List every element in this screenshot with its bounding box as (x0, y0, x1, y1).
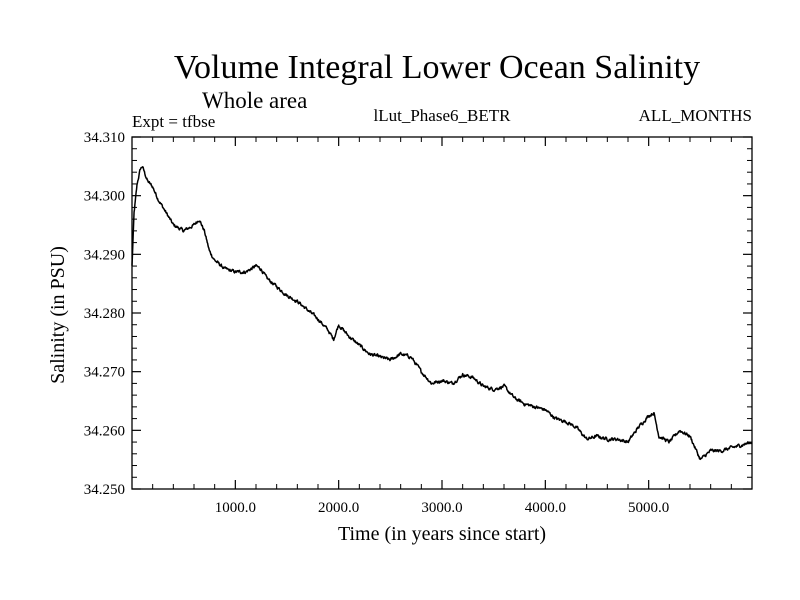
x-tick-label: 5000.0 (628, 500, 669, 516)
y-tick-labels: 34.250 34.260 34.270 34.280 34.290 34.300 34.3… (84, 130, 125, 498)
y-tick-label: 34.280 (84, 306, 125, 322)
months-label: ALL_MONTHS (639, 106, 752, 125)
y-tick-label: 34.310 (84, 130, 125, 146)
series-line (131, 166, 753, 461)
y-tick-label: 34.300 (84, 189, 125, 205)
x-tick-label: 1000.0 (215, 500, 256, 516)
x-tick-label: 2000.0 (318, 500, 359, 516)
experiment-label: Expt = tfbse (132, 112, 215, 131)
y-tick-label: 34.260 (84, 423, 125, 439)
y-tick-label: 34.250 (84, 482, 125, 498)
tick-marks (132, 136, 752, 490)
run-name-label: lLut_Phase6_BETR (374, 106, 512, 125)
x-tick-label: 3000.0 (421, 500, 462, 516)
chart-title: Volume Integral Lower Ocean Salinity (174, 49, 700, 86)
y-axis-title: Salinity (in PSU) (47, 246, 69, 384)
x-tick-labels: 1000.0 2000.0 3000.0 4000.0 5000.0 (215, 500, 670, 516)
y-tick-label: 34.290 (84, 247, 125, 263)
series-layer (131, 166, 753, 461)
y-tick-label: 34.270 (84, 365, 125, 381)
chart-subtitle: Whole area (202, 88, 307, 113)
x-tick-label: 4000.0 (525, 500, 566, 516)
x-axis-title: Time (in years since start) (338, 523, 546, 545)
